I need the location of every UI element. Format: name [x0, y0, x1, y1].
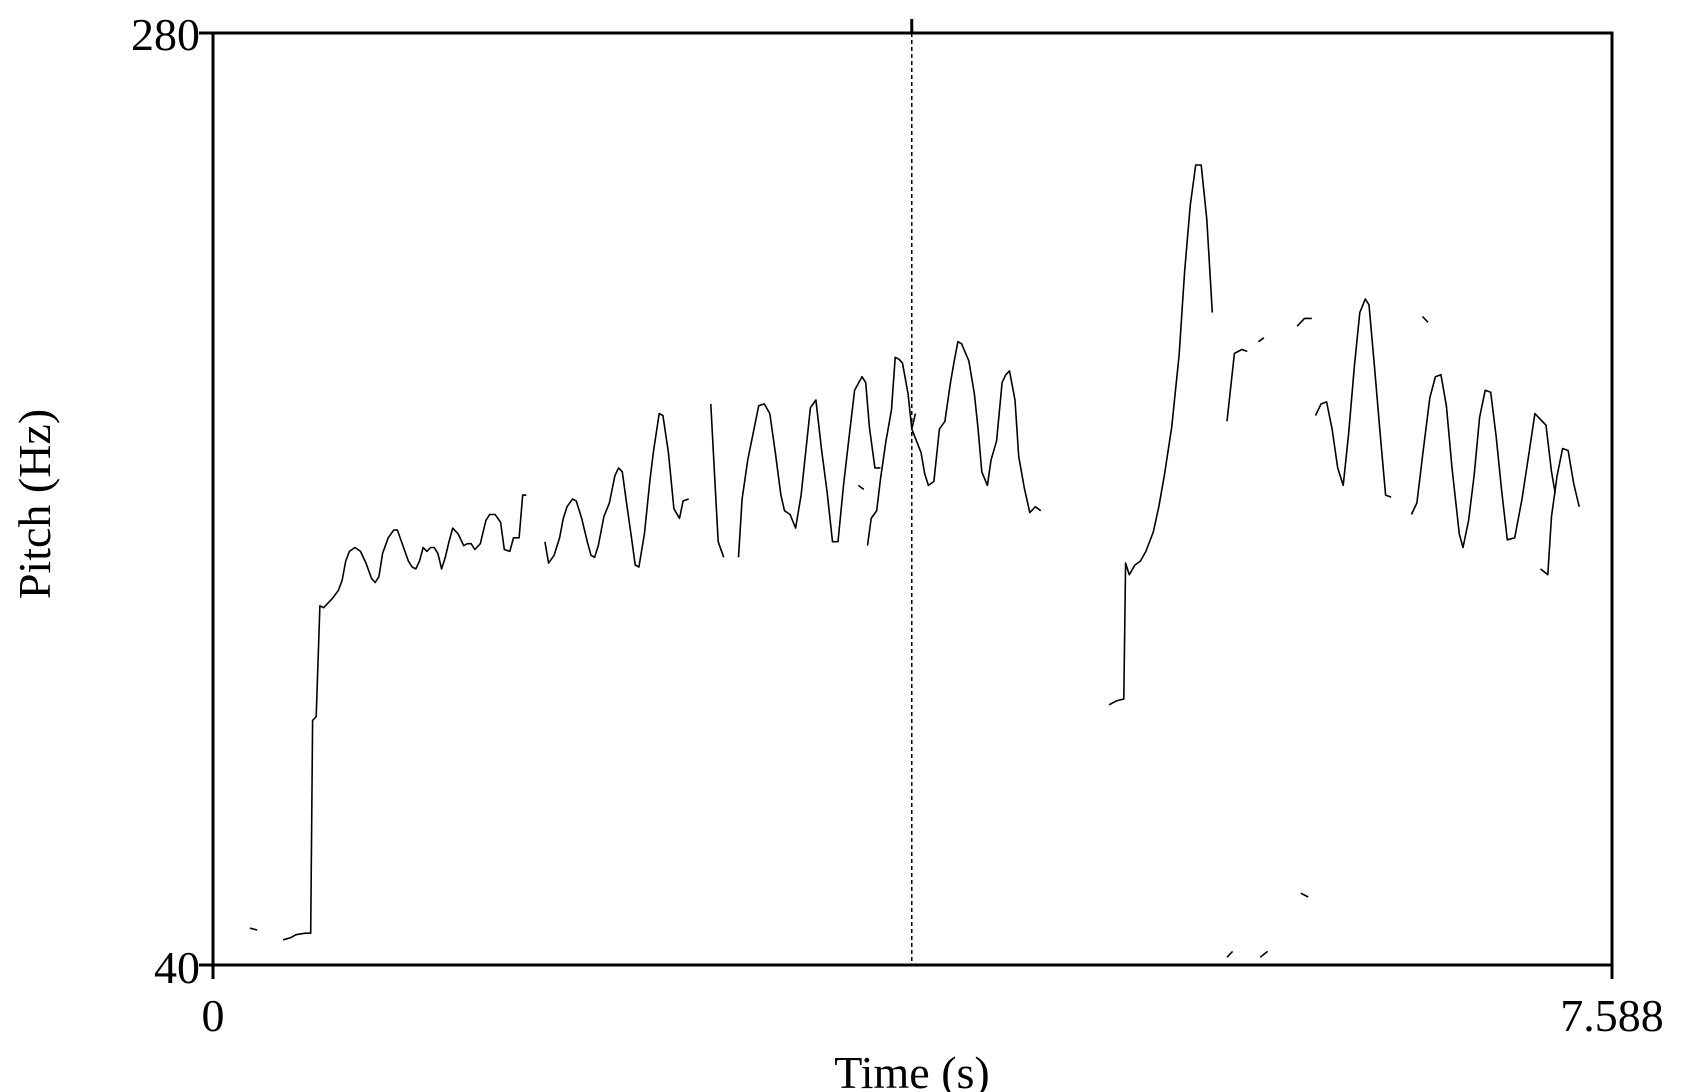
pitch-segment-4: [710, 403, 725, 558]
pitch-segment-15: [1259, 950, 1269, 958]
pitch-series-layer: [249, 164, 1580, 958]
pitch-segment-18: [1410, 373, 1556, 549]
pitch-segment-8: [911, 340, 1042, 514]
pitch-segment-1: [249, 927, 258, 931]
pitch-segment-5: [737, 375, 881, 558]
pitch-segment-7: [857, 484, 865, 490]
x-axis-title: Time (s): [834, 1047, 990, 1092]
pitch-segment-14: [1226, 950, 1234, 958]
pitch-segment-13: [1300, 892, 1309, 898]
pitch-segment-17: [1421, 315, 1429, 323]
pitch-segment-19: [1540, 447, 1580, 576]
pitch-segment-6: [866, 356, 917, 546]
pitch-segment-11: [1257, 337, 1265, 343]
pitch-segment-2: [282, 494, 527, 941]
plot-frame: [211, 31, 1614, 967]
pitch-segment-9: [1108, 164, 1214, 706]
pitch-segment-16: [1314, 298, 1392, 498]
pitch-segment-10: [1226, 348, 1248, 422]
x-tick-label-min: 0: [202, 990, 225, 1041]
pitch-segment-12: [1296, 317, 1312, 327]
y-tick-label-min: 40: [154, 942, 200, 993]
y-tick-label-max: 280: [131, 9, 200, 60]
x-tick-label-max: 7.588: [1560, 990, 1664, 1041]
pitch-segment-3: [544, 412, 689, 568]
y-axis-title: Pitch (Hz): [9, 409, 60, 599]
